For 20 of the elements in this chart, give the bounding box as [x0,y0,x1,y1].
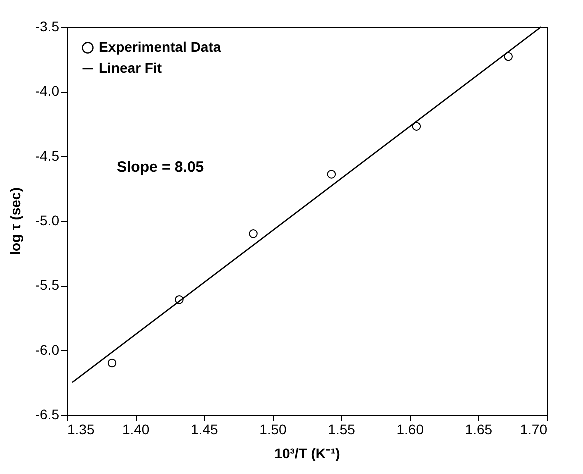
y-axis-title: log τ (sec) [7,188,24,256]
y-tick-label: -5.0 [35,212,60,228]
y-tick-label: -4.0 [35,83,60,100]
x-tick-label: 1.50 [260,422,288,438]
y-tick-label: -5.5 [35,277,60,294]
x-tick-label: 1.70 [520,422,548,438]
x-tick-label: 1.65 [465,422,493,438]
y-tick-label: -6.0 [35,342,60,358]
legend-label: Experimental Data [99,39,222,55]
y-tick-label: -6.5 [35,406,60,422]
x-tick-label: 1.35 [68,422,95,438]
x-tick-label: 1.45 [191,422,218,438]
annotation: Slope = 8.05 [117,159,204,176]
legend-label: Linear Fit [99,60,162,76]
y-tick-label: -4.5 [35,148,60,164]
x-tick-label: 1.55 [328,422,356,438]
x-axis-title: 10³/T (K⁻¹) [274,446,340,462]
y-tick-label: -3.5 [35,18,60,34]
x-tick-label: 1.60 [396,422,424,438]
x-tick-label: 1.40 [122,422,150,438]
